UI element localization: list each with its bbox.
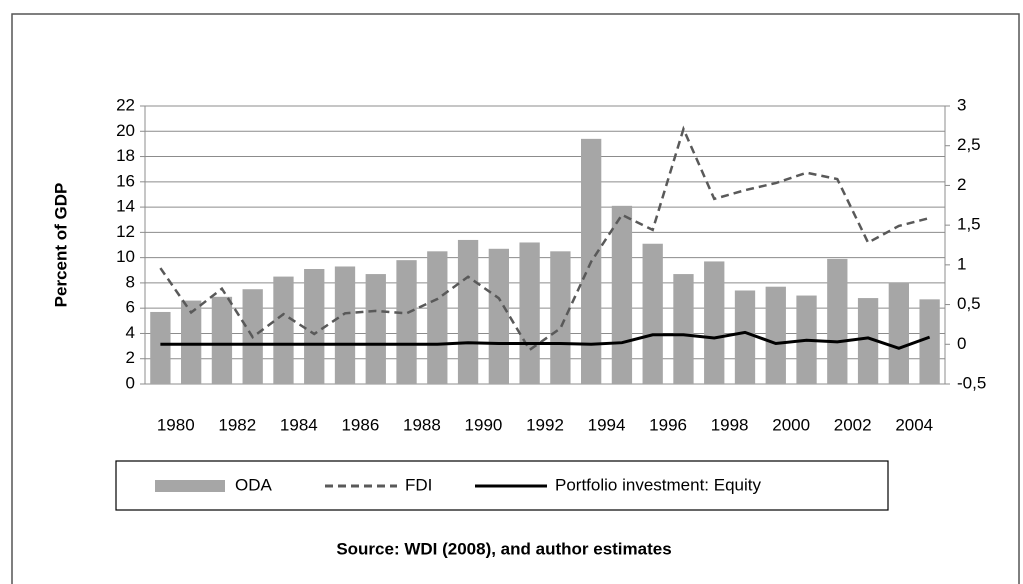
bar — [519, 242, 540, 384]
y-tick-label: 8 — [126, 272, 135, 291]
y-tick-label: 12 — [116, 222, 135, 241]
legend-swatch — [155, 480, 225, 492]
x-tick-label: 1994 — [588, 415, 626, 434]
bar — [919, 299, 940, 384]
y-tick-label: 2 — [126, 348, 135, 367]
bar — [457, 239, 479, 384]
bar — [673, 274, 694, 384]
bar — [365, 274, 386, 384]
line — [159, 125, 930, 352]
bar — [642, 243, 663, 384]
y2-tick-label: 3 — [957, 95, 966, 114]
x-tick-label: 2002 — [834, 415, 872, 434]
bar — [888, 282, 909, 384]
x-tick-label: 1990 — [465, 415, 503, 434]
legend-label: ODA — [235, 475, 273, 494]
legend-box — [115, 460, 889, 511]
legend-label: FDI — [405, 475, 432, 494]
legend-label: Portfolio investment: Equity — [555, 475, 761, 494]
y-tick-label: 6 — [126, 298, 135, 317]
bar — [857, 298, 879, 384]
bar — [765, 286, 786, 384]
y2-tick-label: 0,5 — [957, 294, 981, 313]
y-tick-label: 0 — [126, 373, 135, 392]
y-tick-label: 10 — [116, 247, 135, 266]
y2-tick-label: 2,5 — [957, 135, 981, 154]
bar — [334, 266, 356, 384]
x-tick-label: 1986 — [341, 415, 379, 434]
y-tick-label: 16 — [116, 171, 135, 190]
bar — [396, 260, 417, 384]
y-tick-label: 20 — [116, 121, 135, 140]
source-note: Source: WDI (2008), and author estimates — [336, 539, 671, 558]
y2-tick-label: 2 — [957, 175, 966, 194]
y-axis-label: Percent of GDP — [51, 183, 70, 308]
bar — [150, 311, 171, 384]
bar — [550, 251, 571, 384]
bar — [304, 269, 325, 384]
x-tick-label: 1984 — [280, 415, 318, 434]
bar — [273, 276, 294, 384]
bar — [427, 251, 448, 384]
y-tick-label: 22 — [116, 95, 135, 114]
x-tick-label: 1988 — [403, 415, 441, 434]
bar — [827, 258, 848, 384]
bar — [704, 261, 725, 384]
y-tick-label: 14 — [116, 197, 135, 216]
x-tick-label: 1992 — [526, 415, 564, 434]
x-tick-label: 1996 — [649, 415, 687, 434]
y2-tick-label: -0,5 — [957, 373, 986, 392]
bar — [181, 300, 202, 384]
x-tick-label: 2000 — [772, 415, 810, 434]
x-tick-label: 1998 — [711, 415, 749, 434]
bar — [734, 290, 756, 384]
x-tick-label: 2004 — [895, 415, 933, 434]
y2-tick-label: 0 — [957, 334, 966, 353]
y-tick-label: 4 — [126, 323, 135, 342]
bar — [611, 205, 633, 384]
line — [160, 330, 931, 350]
y2-tick-label: 1 — [957, 254, 966, 273]
y-tick-label: 18 — [116, 146, 135, 165]
x-tick-label: 1980 — [157, 415, 195, 434]
x-tick-label: 1982 — [218, 415, 256, 434]
bar — [488, 248, 509, 384]
y2-tick-label: 1,5 — [957, 215, 981, 234]
bar — [211, 296, 233, 384]
